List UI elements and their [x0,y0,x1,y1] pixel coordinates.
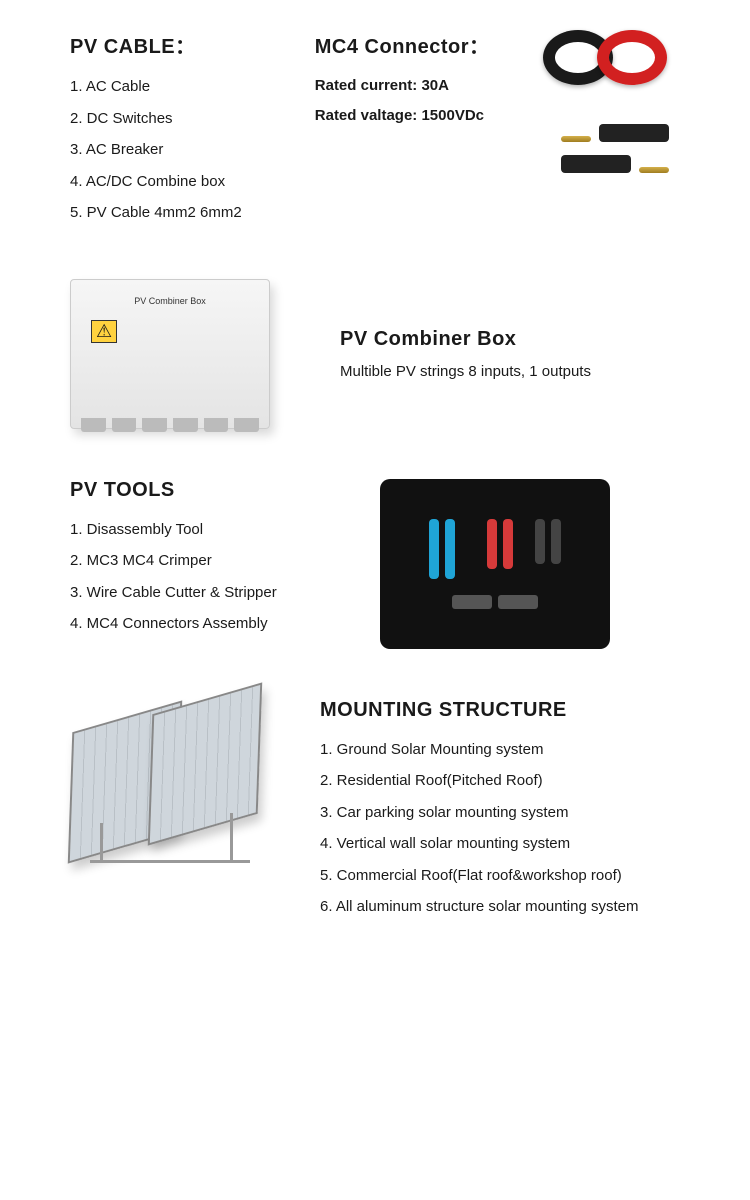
list-item: 5. PV Cable 4mm2 6mm2 [70,197,285,229]
mc4-spec: Rated current: 30A [315,71,510,101]
list-item: 4. MC4 Connectors Assembly [70,608,350,640]
combiner-title: PV Combiner Box [340,328,591,351]
mc4-spec: Rated valtage: 1500VDc [315,101,510,131]
list-item: 1. AC Cable [70,71,285,103]
section-pv-cable: PV CABLE： 1. AC Cable 2. DC Switches 3. … [70,30,690,229]
list-item: 3. Car parking solar mounting system [320,797,690,829]
tools-list: 1. Disassembly Tool 2. MC3 MC4 Crimper 3… [70,514,350,640]
list-item: 6. All aluminum structure solar mounting… [320,891,690,923]
list-item: 2. DC Switches [70,103,285,135]
mc4-title: MC4 Connector： [315,30,510,59]
list-item: 5. Commercial Roof(Flat roof&workshop ro… [320,860,690,892]
combiner-box-icon [70,279,270,429]
list-item: 4. Vertical wall solar mounting system [320,828,690,860]
section-mounting: MOUNTING STRUCTURE 1. Ground Solar Mount… [70,699,690,923]
section-combiner: PV Combiner Box Multible PV strings 8 in… [70,279,690,429]
section-tools: PV TOOLS 1. Disassembly Tool 2. MC3 MC4 … [70,479,690,649]
list-item: 1. Ground Solar Mounting system [320,734,690,766]
toolkit-icon [380,479,610,649]
list-item: 2. Residential Roof(Pitched Roof) [320,765,690,797]
mounting-panel-icon [70,699,290,869]
pv-cable-list: 1. AC Cable 2. DC Switches 3. AC Breaker… [70,71,285,229]
list-item: 2. MC3 MC4 Crimper [70,545,350,577]
tools-title: PV TOOLS [70,479,350,502]
mounting-title: MOUNTING STRUCTURE [320,699,690,722]
pv-cable-title: PV CABLE： [70,30,285,59]
list-item: 1. Disassembly Tool [70,514,350,546]
combiner-desc: Multible PV strings 8 inputs, 1 outputs [340,363,591,380]
cable-coil-icon [540,30,690,90]
mounting-list: 1. Ground Solar Mounting system 2. Resid… [320,734,690,923]
mc4-connector-icon [540,120,690,182]
list-item: 3. Wire Cable Cutter & Stripper [70,577,350,609]
list-item: 3. AC Breaker [70,134,285,166]
list-item: 4. AC/DC Combine box [70,166,285,198]
